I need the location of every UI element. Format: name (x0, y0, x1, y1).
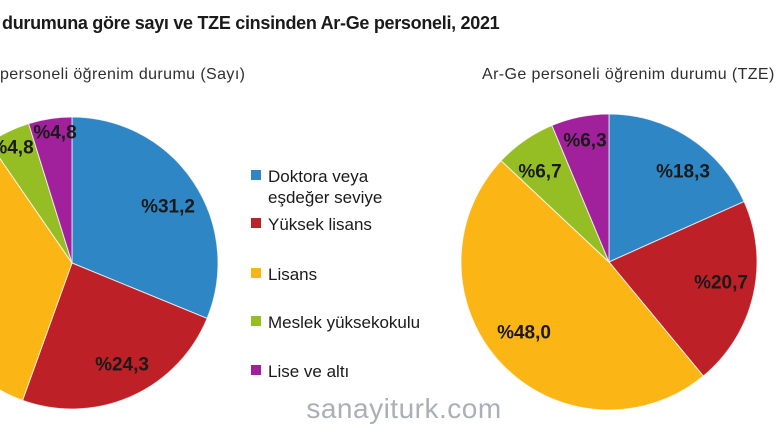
pie-slice-label: %31,2 (141, 197, 195, 218)
pie-slice (460, 159, 705, 411)
legend-item-yuksek-lisans: Yüksek lisans (251, 214, 372, 235)
pie-slice-label: %18,3 (656, 162, 710, 183)
legend-item-doktora: Doktora veya eşdeğer seviye (251, 166, 396, 208)
pie-slice (71, 116, 219, 320)
watermark: sanayiturk.com (306, 393, 502, 424)
pie-slice-label: %4,8 (33, 123, 76, 144)
main-title: durumuna göre sayı ve TZE cinsinden Ar-G… (2, 13, 500, 33)
pie-slice (551, 113, 610, 263)
right-pie-subtitle: Ar-Ge personeli öğrenim durumu (TZE) (482, 66, 775, 83)
legend-swatch-lise-ve-alti (251, 365, 261, 375)
legend-label: Doktora veya eşdeğer seviye (268, 167, 383, 207)
pie-slice (608, 113, 745, 263)
legend-item-meslek-yuksekokulu: Meslek yüksekokulu (251, 312, 420, 333)
pie-slice-label: %4,8 (0, 138, 34, 159)
legend-swatch-lisans (251, 268, 261, 278)
legend-label: Meslek yüksekokulu (268, 313, 421, 332)
legend-swatch-meslek-yuksekokulu (251, 316, 261, 326)
pie-slice (608, 200, 758, 377)
pie-slice (0, 157, 73, 402)
legend-label: Yüksek lisans (268, 215, 372, 234)
pie-slice (28, 116, 73, 264)
legend-swatch-doktora (251, 170, 261, 180)
legend-item-lisans: Lisans (251, 264, 317, 285)
pie-slice-label: %24,3 (95, 355, 149, 376)
pie-slice-label: %48,0 (497, 323, 551, 344)
legend-swatch-yuksek-lisans (251, 218, 261, 228)
left-pie-subtitle: personeli öğrenim durumu (Sayı) (0, 66, 246, 83)
pie-slice-label: %6,7 (518, 162, 561, 183)
pie-slice (21, 262, 208, 410)
legend-item-lise-ve-alti: Lise ve altı (251, 361, 349, 382)
pie-slice-label: %6,3 (563, 131, 606, 152)
pie-slice-label: %20,7 (694, 273, 748, 294)
legend-label: Lise ve altı (268, 362, 350, 381)
legend-label: Lisans (268, 265, 318, 284)
